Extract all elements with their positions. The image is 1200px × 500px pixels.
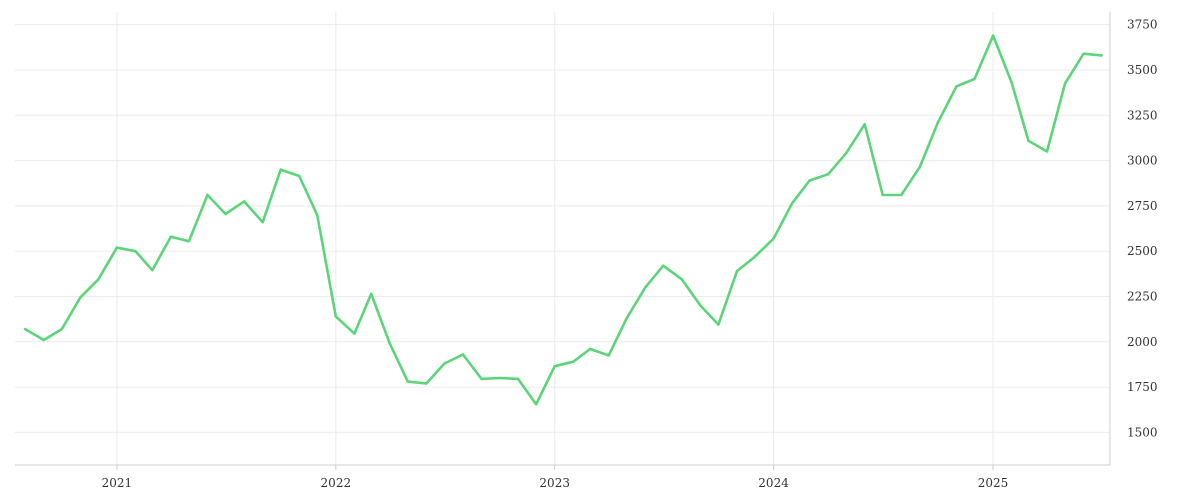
- y-tick-label: 2000: [1127, 335, 1158, 349]
- data-point: [791, 202, 794, 205]
- data-point: [772, 237, 775, 240]
- data-point: [42, 338, 45, 342]
- series-line: [23, 34, 1103, 406]
- data-point: [699, 304, 702, 307]
- data-point: [516, 377, 520, 381]
- data-point: [498, 376, 501, 380]
- data-point: [900, 193, 903, 197]
- x-tick-label: 2024: [758, 476, 789, 490]
- data-point: [753, 255, 757, 258]
- data-point: [735, 269, 739, 273]
- data-point: [206, 193, 209, 197]
- y-tick-label: 2750: [1127, 199, 1158, 213]
- data-point: [134, 250, 137, 253]
- data-point: [370, 292, 373, 295]
- data-point: [680, 278, 683, 281]
- data-point: [844, 152, 848, 155]
- x-tick-label: 2021: [102, 476, 133, 490]
- data-point: [151, 269, 154, 272]
- x-axis-tick-labels: 2021 2022 2023 2024 2025: [102, 476, 1009, 490]
- data-point: [425, 382, 428, 385]
- data-point: [1100, 54, 1103, 57]
- data-point: [588, 347, 592, 351]
- data-point: [461, 353, 465, 356]
- data-point: [187, 240, 191, 243]
- data-point: [115, 246, 119, 249]
- data-point: [1045, 150, 1049, 153]
- data-point: [334, 315, 337, 318]
- data-point: [973, 77, 976, 81]
- data-point: [955, 85, 958, 88]
- data-point: [60, 327, 63, 331]
- data-point: [224, 212, 227, 216]
- data-point: [1082, 52, 1085, 55]
- horizontal-gridlines: [15, 24, 1110, 433]
- vertical-gridlines: [116, 12, 994, 470]
- y-tick-label: 3250: [1127, 108, 1158, 122]
- data-point: [918, 165, 922, 169]
- y-tick-label: 3750: [1127, 18, 1158, 32]
- data-point: [169, 235, 173, 238]
- data-point: [316, 213, 319, 217]
- data-point: [480, 377, 483, 381]
- y-tick-label: 1750: [1127, 380, 1158, 394]
- data-point: [79, 296, 82, 299]
- data-point: [443, 362, 446, 365]
- data-point: [553, 365, 556, 368]
- data-point: [1027, 139, 1030, 142]
- y-tick-label: 2250: [1127, 289, 1158, 303]
- x-tick-label: 2023: [539, 476, 570, 490]
- data-point: [662, 264, 665, 267]
- y-tick-label: 1500: [1127, 425, 1158, 439]
- data-point: [24, 327, 27, 331]
- y-tick-label: 2500: [1127, 244, 1158, 258]
- data-point: [534, 403, 538, 406]
- data-point: [572, 360, 575, 363]
- data-point: [261, 221, 264, 224]
- data-point: [644, 286, 647, 289]
- data-point: [242, 200, 246, 203]
- data-point: [991, 34, 995, 37]
- data-point: [808, 179, 811, 182]
- y-tick-label: 3000: [1127, 154, 1158, 168]
- data-point: [625, 317, 628, 320]
- data-point: [388, 342, 391, 345]
- data-point: [863, 123, 866, 126]
- data-point: [279, 168, 282, 171]
- data-point: [1063, 82, 1067, 85]
- data-point: [607, 354, 610, 357]
- data-point: [1010, 81, 1013, 84]
- data-point: [298, 174, 301, 178]
- data-point: [353, 332, 356, 335]
- data-point: [936, 121, 940, 124]
- data-point: [881, 193, 884, 197]
- series-layer: [23, 34, 1103, 406]
- x-tick-label: 2025: [978, 476, 1009, 490]
- data-point: [717, 323, 720, 326]
- y-axis-tick-labels: 1500 1750 2000 2250 2500 2750 3000 3250 3500 3750: [1127, 18, 1158, 440]
- data-point: [97, 278, 100, 281]
- data-point: [827, 173, 830, 176]
- y-tick-label: 3500: [1127, 63, 1158, 77]
- data-point: [406, 380, 409, 383]
- x-tick-label: 2022: [321, 476, 352, 490]
